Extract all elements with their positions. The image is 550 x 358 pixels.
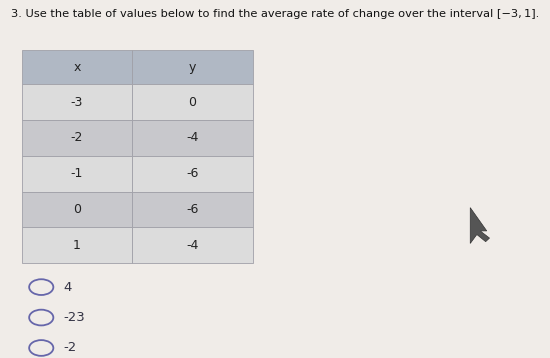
Text: -1: -1	[71, 167, 83, 180]
Bar	[22, 156, 132, 192]
Bar	[22, 227, 132, 263]
Text: y: y	[189, 61, 196, 74]
Bar	[22, 120, 132, 156]
Text: -4: -4	[186, 239, 199, 252]
Text: 0: 0	[189, 96, 196, 108]
Text: 0: 0	[73, 203, 81, 216]
Bar	[132, 227, 253, 263]
Text: -6: -6	[186, 203, 199, 216]
Text: -4: -4	[186, 131, 199, 144]
Polygon shape	[470, 208, 490, 243]
Bar	[22, 50, 132, 84]
Bar	[132, 120, 253, 156]
Text: -2: -2	[71, 131, 83, 144]
Bar	[132, 50, 253, 84]
Text: -2: -2	[63, 342, 76, 354]
Text: 3. Use the table of values below to find the average rate of change over the int: 3. Use the table of values below to find…	[11, 9, 539, 19]
Text: 4: 4	[63, 281, 72, 294]
Text: x: x	[73, 61, 81, 74]
Bar	[132, 84, 253, 120]
Bar	[22, 192, 132, 227]
Bar	[132, 192, 253, 227]
Text: -23: -23	[63, 311, 85, 324]
Bar	[22, 84, 132, 120]
Text: -6: -6	[186, 167, 199, 180]
Text: -3: -3	[71, 96, 83, 108]
Bar	[132, 156, 253, 192]
Text: 1: 1	[73, 239, 81, 252]
